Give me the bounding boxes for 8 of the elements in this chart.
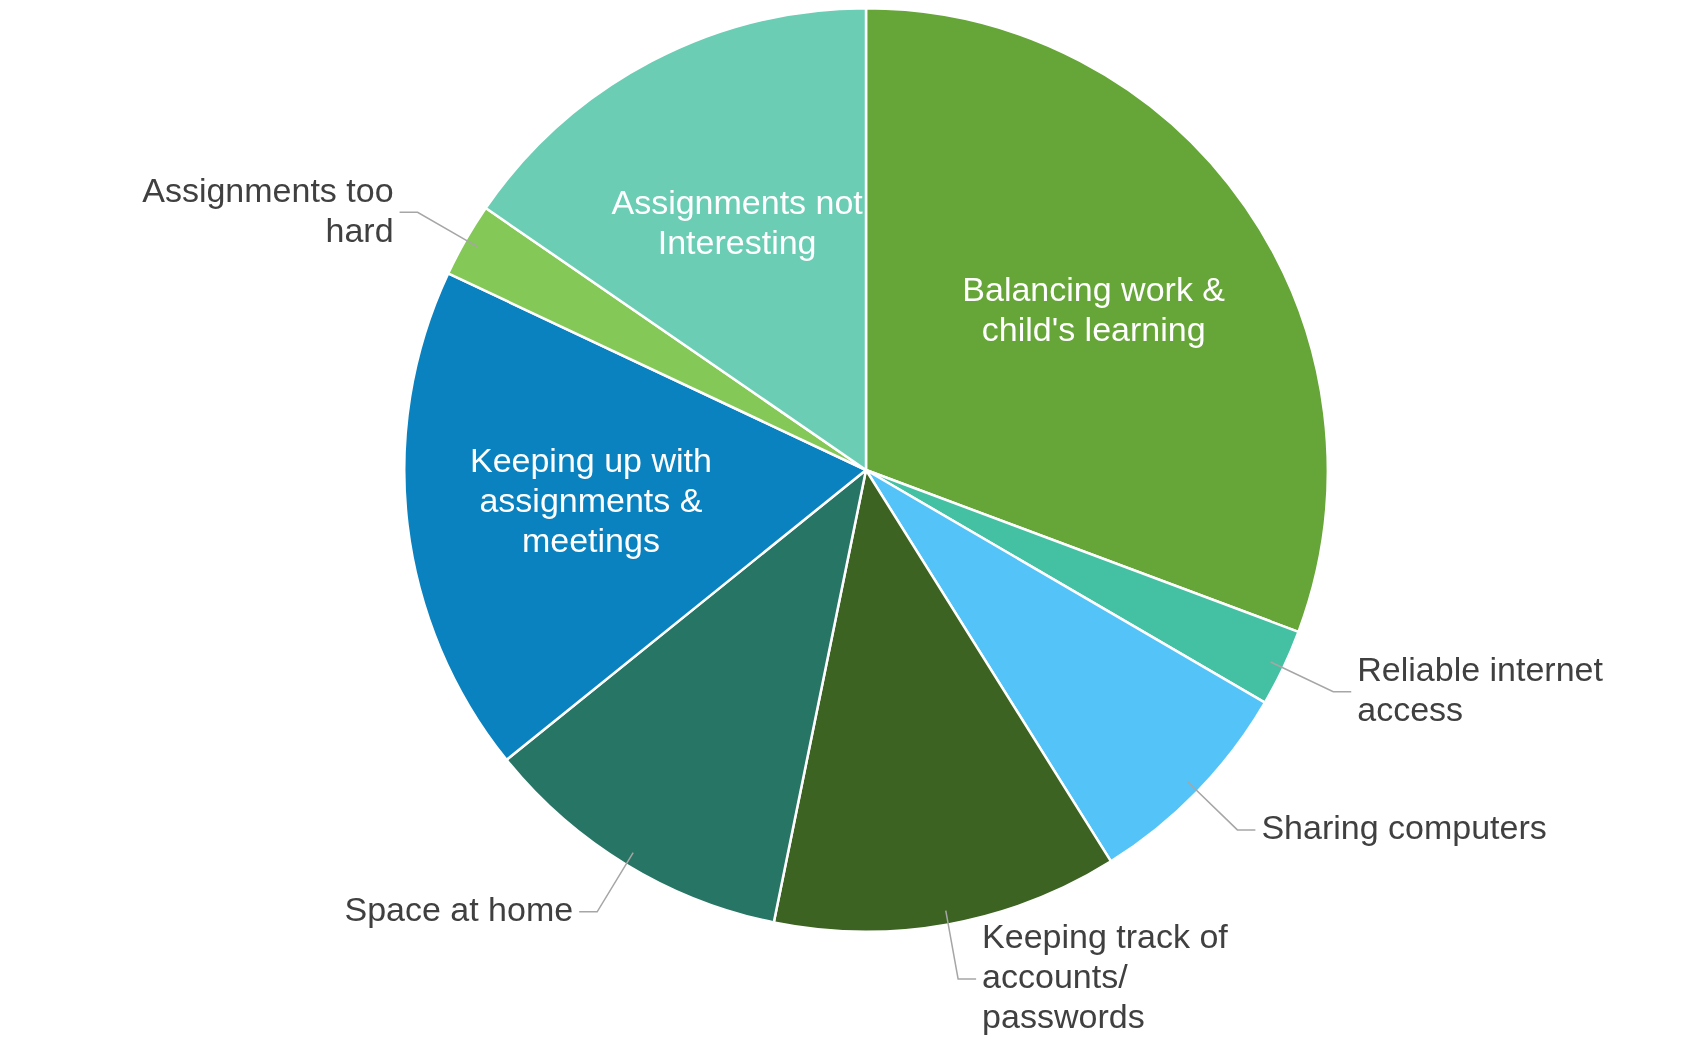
slice-label: Reliable internet access	[1357, 650, 1604, 729]
slice-label: Keeping track of accounts/ passwords	[982, 917, 1229, 1036]
slice-label: Sharing computers	[1261, 808, 1547, 847]
slice-label: Assignments not Interesting	[611, 183, 864, 262]
slice-label: Keeping up with assignments & meetings	[469, 441, 712, 560]
slice-label: Balancing work & child's learning	[962, 270, 1226, 349]
slice-label: Space at home	[344, 890, 574, 929]
slice-label: Assignments too hard	[142, 170, 394, 249]
